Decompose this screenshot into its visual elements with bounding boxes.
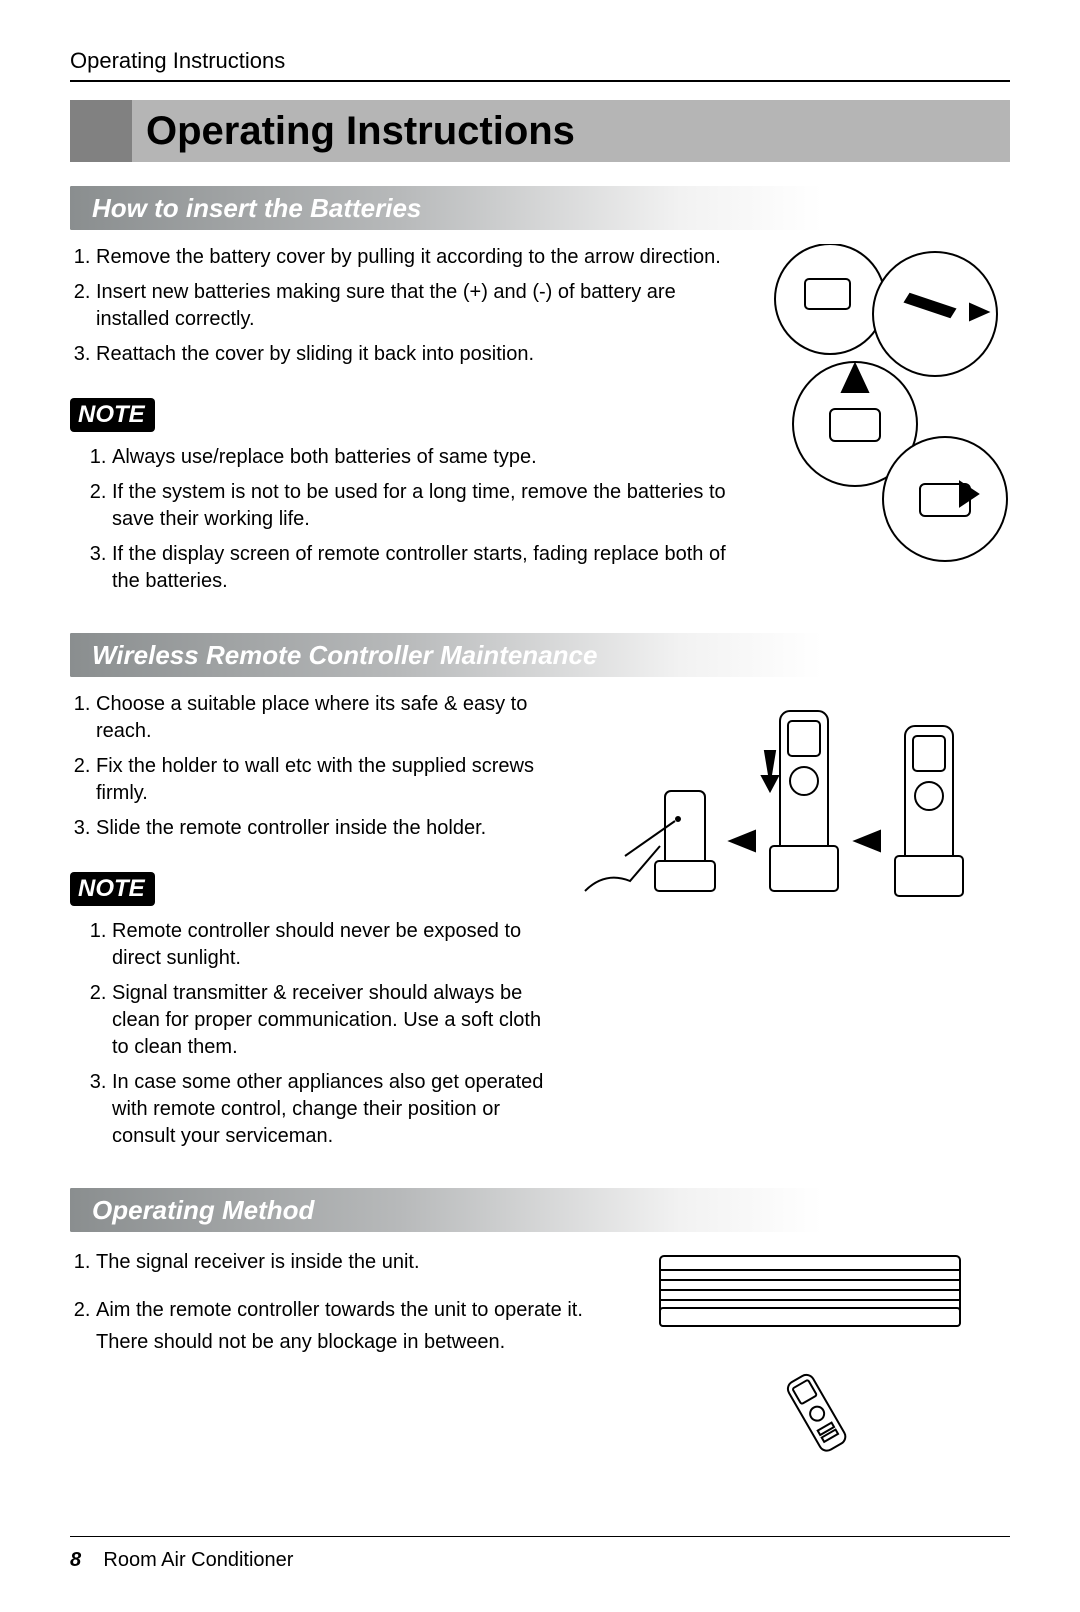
maintenance-steps: Choose a suitable place where its safe &… <box>70 691 550 842</box>
unit-illustration <box>650 1246 970 1476</box>
battery-illustration <box>760 244 1010 603</box>
page-title: Operating Instructions <box>132 109 575 154</box>
list-item: Insert new batteries making sure that th… <box>96 279 740 333</box>
maintenance-notes: Remote controller should never be expose… <box>70 918 550 1150</box>
battery-steps: Remove the battery cover by pulling it a… <box>70 244 740 368</box>
list-item: Aim the remote controller towards the un… <box>96 1294 630 1358</box>
section-heading-text: Wireless Remote Controller Maintenance <box>92 640 597 671</box>
section-heading: Operating Method <box>70 1188 1010 1232</box>
list-item: Signal transmitter & receiver should alw… <box>112 980 550 1061</box>
section-heading: How to insert the Batteries <box>70 186 1010 230</box>
running-head: Operating Instructions <box>70 48 1010 82</box>
footer: 8 Room Air Conditioner <box>70 1536 1010 1572</box>
footer-title: Room Air Conditioner <box>103 1549 293 1571</box>
note-badge: NOTE <box>70 398 155 432</box>
battery-notes: Always use/replace both batteries of sam… <box>70 444 740 595</box>
holder-illustration <box>570 691 990 1158</box>
list-item: If the system is not to be used for a lo… <box>112 479 740 533</box>
list-item: Slide the remote controller inside the h… <box>96 815 550 842</box>
list-item: Remove the battery cover by pulling it a… <box>96 244 740 271</box>
section-maintenance: Wireless Remote Controller Maintenance C… <box>70 633 1010 1158</box>
operating-steps: The signal receiver is inside the unit. … <box>70 1246 630 1358</box>
section-heading-text: Operating Method <box>92 1195 314 1226</box>
note-badge: NOTE <box>70 872 155 906</box>
page-number: 8 <box>70 1549 81 1571</box>
list-item: Reattach the cover by sliding it back in… <box>96 341 740 368</box>
title-square <box>70 100 132 162</box>
section-batteries: How to insert the Batteries Remove the b… <box>70 186 1010 603</box>
list-item: The signal receiver is inside the unit. <box>96 1246 630 1278</box>
list-item: If the display screen of remote controll… <box>112 541 740 595</box>
section-heading: Wireless Remote Controller Maintenance <box>70 633 1010 677</box>
list-item: Fix the holder to wall etc with the supp… <box>96 753 550 807</box>
list-item: Always use/replace both batteries of sam… <box>112 444 740 471</box>
list-item: In case some other appliances also get o… <box>112 1069 550 1150</box>
list-item: Choose a suitable place where its safe &… <box>96 691 550 745</box>
section-operating: Operating Method The signal receiver is … <box>70 1188 1010 1476</box>
title-bar: Operating Instructions <box>70 100 1010 162</box>
section-heading-text: How to insert the Batteries <box>92 193 421 224</box>
list-item: Remote controller should never be expose… <box>112 918 550 972</box>
